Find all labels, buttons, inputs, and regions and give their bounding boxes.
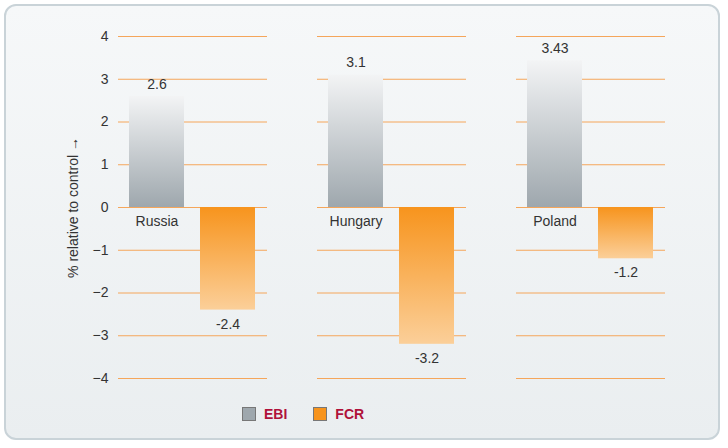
svg-text:−2: −2 — [93, 284, 109, 300]
html-text:FCR: FCR — [335, 406, 365, 422]
svg-text:−3: −3 — [93, 327, 109, 343]
html-text:EBI: EBI — [264, 406, 288, 422]
svg-text:% relative to control →: % relative to control → — [65, 137, 81, 278]
svg-text:0: 0 — [101, 199, 109, 215]
svg-text:4: 4 — [101, 28, 109, 44]
svg-text:−4: −4 — [93, 370, 109, 386]
svg-text:3: 3 — [101, 71, 109, 87]
svg-text:-3.2: -3.2 — [415, 350, 439, 366]
svg-text:-1.2: -1.2 — [614, 264, 638, 280]
svg-text:2.6: 2.6 — [147, 76, 167, 92]
svg-text:−1: −1 — [93, 242, 109, 258]
svg-text:2: 2 — [101, 113, 109, 129]
svg-text:3.43: 3.43 — [541, 40, 568, 56]
svg-text:Russia: Russia — [136, 213, 179, 229]
svg-text:Hungary: Hungary — [330, 213, 383, 229]
svg-text:Poland: Poland — [533, 213, 577, 229]
svg-text:3.1: 3.1 — [346, 54, 366, 70]
svg-text:1: 1 — [101, 156, 109, 172]
svg-text:-2.4: -2.4 — [216, 316, 240, 332]
